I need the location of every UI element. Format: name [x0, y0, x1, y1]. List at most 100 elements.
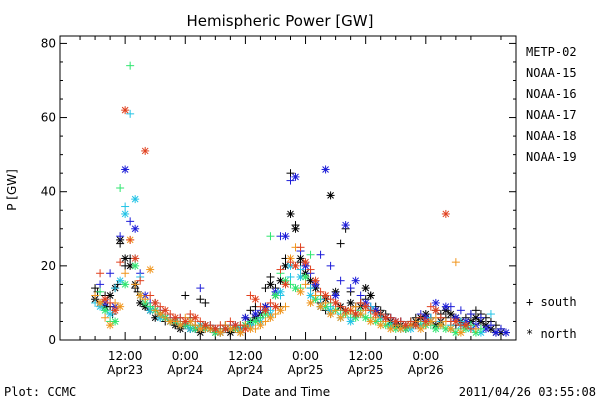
point-north-noaa-18	[366, 317, 375, 326]
point-south-noaa-15	[496, 324, 505, 333]
point-north-noaa-18	[296, 287, 305, 296]
point-south-noaa-15	[316, 250, 325, 259]
point-north-noaa-18	[196, 324, 205, 333]
point-north-metp-02	[281, 261, 290, 270]
point-north-noaa-15	[321, 165, 330, 174]
point-south-noaa-15	[96, 280, 105, 289]
point-north-noaa-17	[301, 272, 310, 281]
marker-legend-entry: * north	[526, 327, 577, 341]
x-tick-time: 12:00	[348, 349, 383, 363]
point-north-metp-02	[326, 191, 335, 200]
point-north-noaa-15	[121, 165, 130, 174]
plot-area	[59, 35, 517, 341]
point-south-noaa-16	[121, 202, 130, 211]
point-south-noaa-15	[476, 313, 485, 322]
point-north-noaa-17	[271, 291, 280, 300]
point-north-noaa-18	[256, 321, 265, 330]
x-tick-date: Apr24	[227, 363, 263, 377]
x-tick-time: 0:00	[412, 349, 439, 363]
point-south-noaa-16	[111, 284, 120, 293]
point-south-noaa-18	[451, 258, 460, 267]
point-north-noaa-15	[331, 291, 340, 300]
point-south-noaa-19	[416, 313, 425, 322]
point-north-noaa-15	[351, 276, 360, 285]
point-south-noaa-16	[296, 265, 305, 274]
point-north-metp-02	[106, 291, 115, 300]
point-north-noaa-19	[341, 306, 350, 315]
point-north-noaa-19	[331, 298, 340, 307]
x-tick-date: Apr25	[288, 363, 324, 377]
point-south-noaa-17	[306, 250, 315, 259]
point-south-noaa-15	[356, 291, 365, 300]
point-south-metp-02	[201, 298, 210, 307]
point-north-noaa-18	[386, 324, 395, 333]
point-north-noaa-18	[416, 324, 425, 333]
y-tick-label: 0	[48, 333, 56, 347]
point-south-noaa-19	[106, 298, 115, 307]
chart-title: Hemispheric Power [GW]	[187, 12, 374, 30]
point-north-noaa-16	[131, 195, 140, 204]
point-south-noaa-19	[276, 265, 285, 274]
point-north-noaa-18	[96, 298, 105, 307]
point-north-noaa-15	[501, 328, 510, 337]
point-south-noaa-19	[306, 265, 315, 274]
point-south-noaa-15	[116, 232, 125, 241]
point-south-noaa-19	[186, 310, 195, 319]
point-south-noaa-19	[126, 235, 135, 244]
point-north-noaa-19	[391, 317, 400, 326]
point-south-metp-02	[471, 306, 480, 315]
point-south-noaa-19	[296, 243, 305, 252]
legend-entry: NOAA-16	[526, 87, 577, 101]
point-north-noaa-18	[166, 317, 175, 326]
point-south-noaa-15	[286, 176, 295, 185]
point-south-noaa-17	[126, 61, 135, 70]
point-south-noaa-18	[161, 313, 170, 322]
x-tick-time: 0:00	[292, 349, 319, 363]
point-north-noaa-16	[121, 209, 130, 218]
legend-entry: NOAA-19	[526, 150, 577, 164]
point-south-noaa-19	[246, 291, 255, 300]
point-south-noaa-18	[281, 302, 290, 311]
point-north-noaa-16	[276, 287, 285, 296]
point-south-noaa-19	[216, 321, 225, 330]
point-south-noaa-18	[101, 313, 110, 322]
point-south-noaa-19	[466, 324, 475, 333]
point-north-noaa-18	[146, 265, 155, 274]
point-south-noaa-16	[286, 272, 295, 281]
point-north-noaa-19	[211, 324, 220, 333]
point-north-noaa-18	[336, 313, 345, 322]
point-north-noaa-18	[456, 328, 465, 337]
point-north-noaa-19	[171, 313, 180, 322]
point-north-noaa-15	[441, 302, 450, 311]
point-south-noaa-18	[271, 310, 280, 319]
point-south-noaa-15	[326, 261, 335, 270]
point-north-noaa-15	[281, 232, 290, 241]
point-north-noaa-19	[261, 306, 270, 315]
point-south-metp-02	[336, 239, 345, 248]
point-south-noaa-19	[356, 298, 365, 307]
point-north-noaa-19	[351, 310, 360, 319]
point-north-noaa-19	[441, 209, 450, 218]
point-north-metp-02	[296, 254, 305, 263]
point-north-noaa-16	[106, 310, 115, 319]
point-north-noaa-19	[421, 317, 430, 326]
y-axis-label: P [GW]	[5, 169, 19, 211]
point-north-noaa-19	[161, 306, 170, 315]
y-axis: 0 20 40 60 80	[41, 36, 516, 347]
point-north-noaa-18	[276, 306, 285, 315]
point-south-noaa-15	[106, 269, 115, 278]
legend-entry: NOAA-15	[526, 66, 577, 80]
point-south-noaa-19	[146, 291, 155, 300]
data-points	[91, 61, 510, 337]
point-north-noaa-19	[401, 321, 410, 330]
point-south-noaa-19	[366, 306, 375, 315]
point-south-noaa-17	[116, 184, 125, 192]
point-south-noaa-19	[156, 302, 165, 311]
point-north-noaa-16	[346, 317, 355, 326]
point-north-noaa-19	[381, 313, 390, 322]
point-south-noaa-15	[196, 284, 205, 293]
point-south-noaa-18	[121, 269, 130, 278]
point-north-noaa-17	[101, 306, 110, 315]
y-tick-label: 20	[41, 259, 56, 273]
point-north-noaa-18	[306, 298, 315, 307]
